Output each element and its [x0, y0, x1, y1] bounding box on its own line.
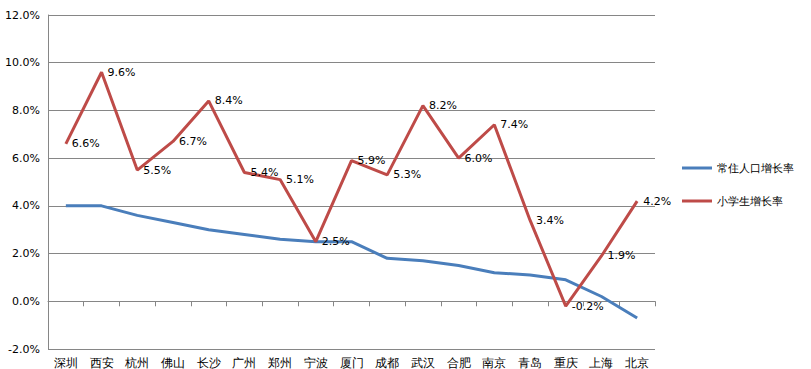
svg-text:5.5%: 5.5%: [143, 164, 171, 177]
svg-text:长沙: 长沙: [197, 356, 221, 369]
svg-text:西安: 西安: [90, 356, 114, 369]
svg-text:小学生增长率: 小学生增长率: [717, 195, 783, 208]
svg-text:-2.0%: -2.0%: [8, 343, 40, 356]
svg-text:上海: 上海: [589, 356, 613, 369]
svg-text:厦门: 厦门: [340, 356, 364, 369]
svg-text:2.0%: 2.0%: [12, 247, 40, 260]
svg-text:0.0%: 0.0%: [12, 295, 40, 308]
svg-text:5.1%: 5.1%: [286, 173, 314, 186]
svg-text:广州: 广州: [232, 356, 256, 369]
svg-text:佛山: 佛山: [161, 356, 185, 369]
svg-text:深圳: 深圳: [54, 356, 78, 369]
svg-text:重庆: 重庆: [554, 356, 578, 369]
svg-text:1.9%: 1.9%: [607, 249, 635, 262]
svg-text:6.7%: 6.7%: [179, 135, 207, 148]
svg-text:8.4%: 8.4%: [215, 94, 243, 107]
svg-text:8.0%: 8.0%: [12, 104, 40, 117]
svg-text:8.2%: 8.2%: [429, 99, 457, 112]
svg-text:杭州: 杭州: [124, 356, 149, 369]
svg-text:青岛: 青岛: [518, 356, 542, 369]
svg-text:北京: 北京: [625, 356, 649, 369]
svg-text:郑州: 郑州: [268, 356, 292, 369]
svg-text:4.0%: 4.0%: [12, 199, 40, 212]
svg-text:3.4%: 3.4%: [536, 214, 564, 227]
svg-text:成都: 成都: [375, 356, 399, 369]
svg-text:5.4%: 5.4%: [250, 166, 278, 179]
svg-text:4.2%: 4.2%: [643, 195, 671, 208]
svg-text:5.9%: 5.9%: [358, 154, 386, 167]
svg-text:武汉: 武汉: [411, 356, 435, 369]
svg-text:6.0%: 6.0%: [12, 152, 40, 165]
svg-text:南京: 南京: [482, 356, 506, 369]
svg-text:12.0%: 12.0%: [5, 9, 40, 22]
svg-text:10.0%: 10.0%: [5, 56, 40, 69]
svg-text:7.4%: 7.4%: [500, 118, 528, 131]
svg-text:宁波: 宁波: [304, 356, 328, 369]
svg-text:-0.2%: -0.2%: [572, 300, 604, 313]
svg-text:6.0%: 6.0%: [465, 152, 493, 165]
svg-text:6.6%: 6.6%: [72, 137, 100, 150]
svg-text:2.5%: 2.5%: [322, 235, 350, 248]
svg-text:9.6%: 9.6%: [108, 66, 136, 79]
svg-text:常住人口增长率: 常住人口增长率: [717, 162, 794, 175]
svg-text:5.3%: 5.3%: [393, 168, 421, 181]
svg-text:合肥: 合肥: [447, 356, 471, 369]
